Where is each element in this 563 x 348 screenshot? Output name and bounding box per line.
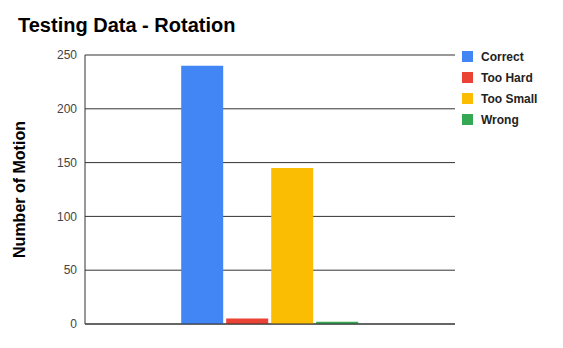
html-text:Correct: Correct <box>481 49 524 64</box>
svg-text:150: 150 <box>57 156 77 170</box>
svg-text:Number of Motion: Number of Motion <box>11 121 28 258</box>
svg-text:100: 100 <box>57 210 77 224</box>
html-text:Too Hard: Too Hard <box>481 70 533 85</box>
svg-text:50: 50 <box>64 263 78 277</box>
svg-text:250: 250 <box>57 48 77 62</box>
html-text:Wrong: Wrong <box>481 112 519 127</box>
svg-text:200: 200 <box>57 102 77 116</box>
html-text:Too Small: Too Small <box>481 91 538 106</box>
svg-text:0: 0 <box>70 317 77 331</box>
html-text:Testing Data - Rotation: Testing Data - Rotation <box>18 14 236 36</box>
